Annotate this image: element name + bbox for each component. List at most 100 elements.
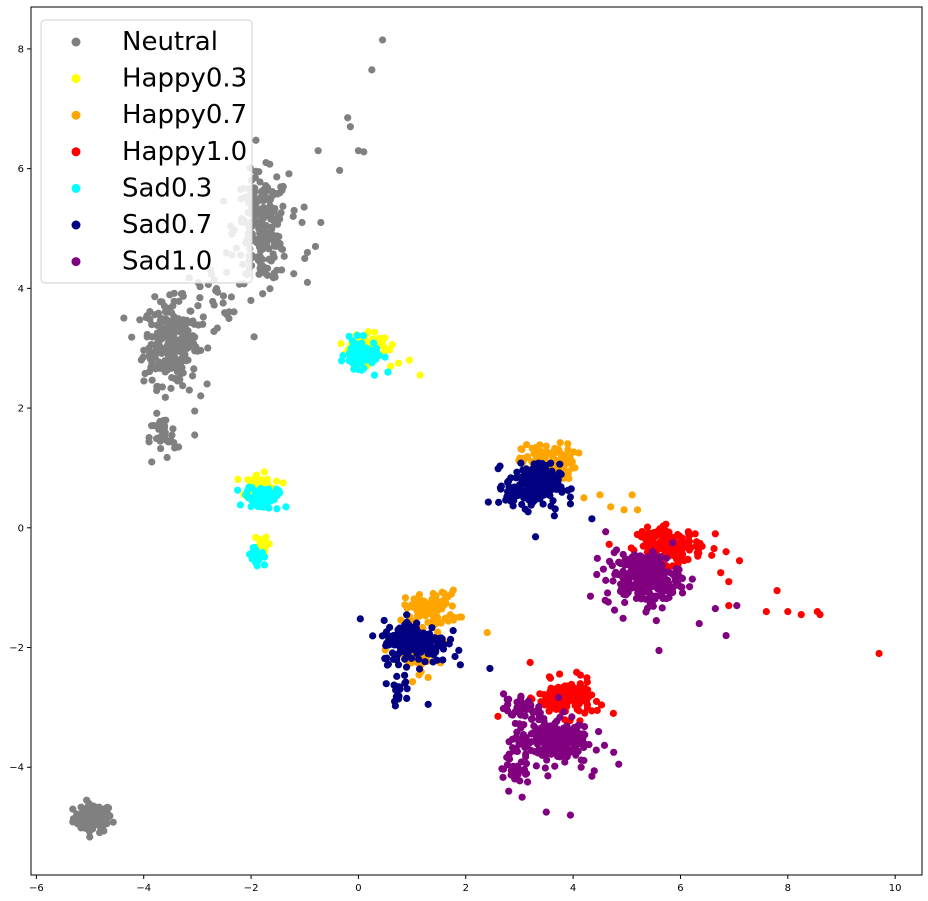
data-point xyxy=(374,335,383,343)
data-point xyxy=(610,748,618,756)
data-point xyxy=(155,364,163,372)
data-point xyxy=(156,327,165,335)
data-point xyxy=(421,634,430,643)
data-point xyxy=(300,203,308,211)
legend-frame xyxy=(40,19,253,284)
data-point xyxy=(486,664,494,673)
data-point xyxy=(151,293,159,301)
data-point xyxy=(547,502,555,510)
data-point xyxy=(583,704,592,712)
data-point xyxy=(148,321,156,329)
data-point xyxy=(242,491,250,499)
data-point xyxy=(317,218,325,227)
data-point xyxy=(640,557,648,565)
data-point xyxy=(610,549,618,557)
data-point xyxy=(401,671,409,679)
data-point xyxy=(336,166,344,175)
data-point xyxy=(505,738,513,746)
data-point xyxy=(571,464,579,472)
data-point xyxy=(153,409,161,417)
data-point xyxy=(190,365,198,373)
data-point xyxy=(619,584,627,593)
data-point xyxy=(405,356,414,364)
data-point xyxy=(69,805,77,813)
data-point xyxy=(173,377,182,385)
data-point xyxy=(169,425,177,433)
data-point xyxy=(255,270,263,278)
data-point xyxy=(560,454,568,462)
data-point xyxy=(378,36,387,44)
data-point xyxy=(395,684,404,692)
data-point xyxy=(368,359,376,367)
data-point xyxy=(512,745,520,753)
data-point xyxy=(364,328,372,336)
data-point xyxy=(568,713,576,721)
data-point xyxy=(541,764,549,772)
data-point xyxy=(685,537,693,546)
data-point xyxy=(567,685,575,693)
data-point xyxy=(98,813,106,821)
legend-marker xyxy=(71,183,81,193)
data-point xyxy=(695,619,703,628)
data-point xyxy=(522,441,531,449)
data-point xyxy=(513,704,521,712)
data-point xyxy=(384,368,392,376)
data-point xyxy=(633,506,642,514)
data-point xyxy=(162,324,170,332)
data-point xyxy=(437,634,445,642)
data-point xyxy=(233,486,242,494)
data-point xyxy=(658,604,666,612)
data-point xyxy=(543,448,551,456)
y-tick-label: 2 xyxy=(18,404,24,415)
data-point xyxy=(257,484,265,493)
data-point xyxy=(665,593,673,602)
data-point xyxy=(179,369,187,377)
data-point xyxy=(517,694,525,702)
data-point xyxy=(605,557,614,565)
legend-items: Neutral Happy0.3 Happy0.7 Happy1.0 Sad0.3 Sad… xyxy=(71,27,247,277)
data-point xyxy=(140,377,148,385)
data-point xyxy=(145,438,153,446)
data-point xyxy=(267,215,275,223)
data-point xyxy=(534,459,543,467)
data-point xyxy=(269,274,277,282)
data-point xyxy=(564,440,572,448)
data-point xyxy=(523,453,532,461)
x-tick-label: 8 xyxy=(785,883,791,894)
legend-label: Sad0.7 xyxy=(122,210,212,240)
data-point xyxy=(521,770,530,778)
legend-label: Happy1.0 xyxy=(122,137,247,167)
data-point xyxy=(674,545,682,553)
data-point xyxy=(403,685,411,693)
data-point xyxy=(687,544,695,552)
data-point xyxy=(573,668,581,676)
data-point xyxy=(196,294,204,302)
data-point xyxy=(620,573,628,582)
data-point xyxy=(147,363,155,371)
data-point xyxy=(571,742,580,750)
data-point xyxy=(186,307,194,315)
data-point xyxy=(415,612,424,620)
data-point xyxy=(403,611,411,619)
x-tick-label: 2 xyxy=(463,883,469,894)
data-point xyxy=(495,498,503,506)
data-point xyxy=(234,475,242,483)
data-point xyxy=(354,147,363,155)
data-point xyxy=(542,808,550,816)
data-point xyxy=(536,448,544,456)
data-point xyxy=(503,701,511,709)
data-point xyxy=(170,297,178,305)
data-point xyxy=(602,576,610,584)
data-point xyxy=(345,332,353,340)
data-point xyxy=(358,339,366,347)
data-point xyxy=(390,681,398,689)
data-point xyxy=(266,160,274,168)
data-point xyxy=(592,697,601,706)
data-point xyxy=(420,606,428,614)
data-point xyxy=(657,553,665,561)
data-point xyxy=(173,338,181,347)
data-point xyxy=(252,136,260,144)
data-point xyxy=(403,628,411,636)
data-point xyxy=(163,346,171,354)
y-tick-label: 6 xyxy=(18,164,24,175)
